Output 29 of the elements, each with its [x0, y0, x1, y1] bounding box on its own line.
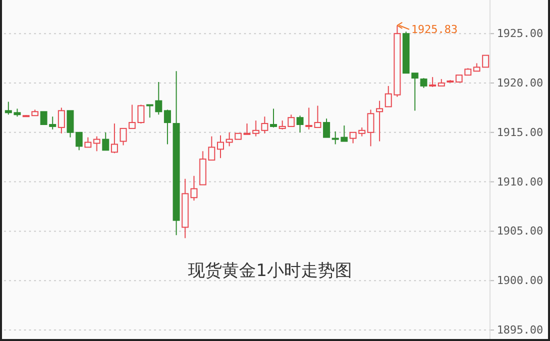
candlestick [110, 123, 118, 154]
candlestick [190, 175, 198, 202]
y-tick-label: 1905.00 [496, 224, 544, 238]
annotation: 1925.83 [411, 22, 458, 36]
y-tick-label: 1915.00 [496, 126, 544, 139]
candlestick [93, 136, 100, 152]
candlestick [482, 54, 490, 68]
candlestick [243, 123, 251, 135]
candlestick [102, 132, 110, 151]
y-tick-label: 1920.00 [496, 76, 544, 90]
candlestick [4, 101, 12, 116]
y-tick-label: 1895.00 [496, 324, 544, 337]
text: 现货黄金1小时走势图 [188, 261, 352, 281]
candlestick [137, 104, 144, 124]
candlestick [429, 76, 436, 88]
y-tick-label: 1925.00 [496, 27, 544, 40]
candlestick [58, 107, 65, 134]
y-tick-label: 1900.00 [496, 274, 544, 288]
candlestick [164, 109, 171, 145]
candlestick [420, 78, 428, 88]
candlestick [270, 108, 278, 128]
candlestick [296, 115, 304, 133]
candlestick [216, 134, 224, 159]
candlestick [376, 100, 384, 142]
candlestick [350, 132, 357, 144]
y-tick-label: 1910.00 [496, 175, 544, 188]
candlestick [411, 72, 418, 112]
candlestick [323, 118, 330, 138]
candlestick [84, 136, 92, 148]
